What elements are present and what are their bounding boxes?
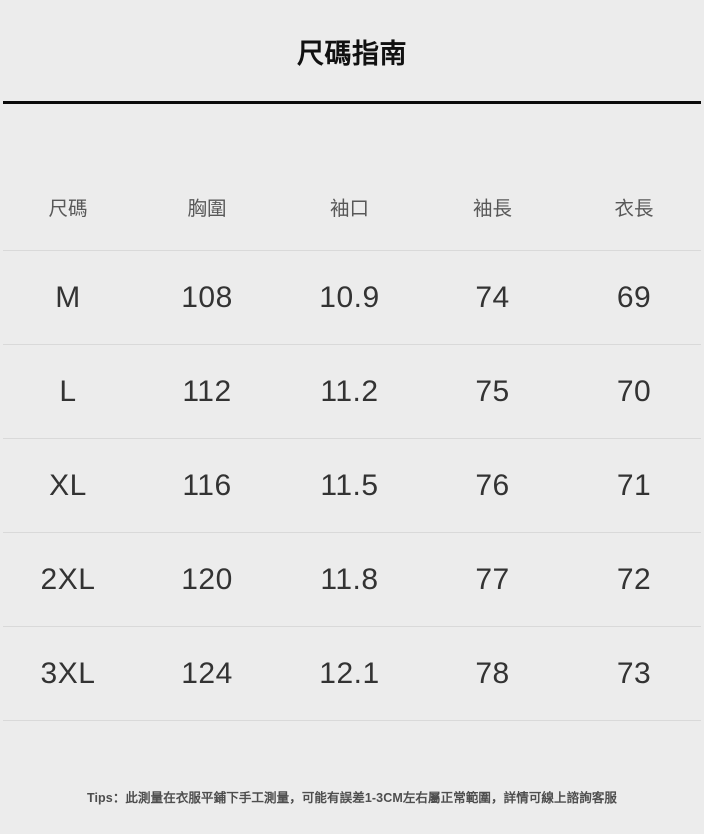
title-block: 尺碼指南 [0, 0, 704, 104]
cell-sleeve: 76 [475, 469, 510, 502]
column-header-cuff: 袖口 [329, 197, 369, 220]
title-divider [3, 101, 701, 104]
cell-chest: 112 [182, 375, 232, 408]
table-row: L 112 11.2 75 70 [0, 345, 704, 439]
cell-sleeve: 75 [475, 375, 510, 408]
cell-length: 73 [616, 657, 652, 690]
cell-length: 72 [616, 563, 652, 596]
cell-chest: 116 [182, 469, 232, 502]
row-separator [3, 532, 701, 533]
cell-size: 2XL [40, 563, 96, 596]
table-row: 3XL 124 12.1 78 73 [0, 627, 704, 721]
cell-sleeve: 78 [475, 657, 510, 690]
column-header-length: 衣長 [614, 197, 654, 220]
header-separator [3, 250, 701, 251]
table-row: M 108 10.9 74 69 [0, 251, 704, 345]
cell-size: M [55, 281, 81, 314]
measurement-tips-note: Tips：此測量在衣服平鋪下手工測量，可能有誤差1-3CM左右屬正常範圍，詳情可… [86, 791, 618, 805]
cell-cuff: 10.9 [319, 281, 380, 314]
cell-cuff: 12.1 [319, 657, 380, 690]
cell-length: 69 [616, 281, 652, 314]
cell-sleeve: 74 [475, 281, 510, 314]
cell-sleeve: 77 [475, 563, 510, 596]
row-separator [3, 438, 701, 439]
table-row: XL 116 11.5 76 71 [0, 439, 704, 533]
table-header-row: 尺碼 胸圍 袖口 袖長 衣長 [0, 104, 704, 251]
page-title: 尺碼指南 [297, 39, 407, 69]
cell-size: 3XL [40, 657, 96, 690]
table-row: 2XL 120 11.8 77 72 [0, 533, 704, 627]
cell-chest: 108 [181, 281, 233, 314]
row-separator [3, 720, 701, 721]
row-separator [3, 626, 701, 627]
cell-cuff: 11.5 [320, 469, 379, 502]
cell-chest: 120 [181, 563, 233, 596]
cell-length: 71 [616, 469, 652, 502]
row-separator [3, 344, 701, 345]
cell-size: XL [49, 469, 87, 502]
column-header-chest: 胸圍 [187, 197, 227, 220]
size-table: 尺碼 胸圍 袖口 袖長 衣長 M 108 10.9 74 69 L 112 11… [0, 104, 704, 721]
cell-length: 70 [616, 375, 652, 408]
cell-chest: 124 [181, 657, 233, 690]
column-header-sleeve: 袖長 [472, 197, 512, 220]
cell-cuff: 11.8 [320, 563, 379, 596]
column-header-size: 尺碼 [48, 197, 88, 220]
cell-cuff: 11.2 [320, 375, 379, 408]
cell-size: L [59, 375, 77, 408]
